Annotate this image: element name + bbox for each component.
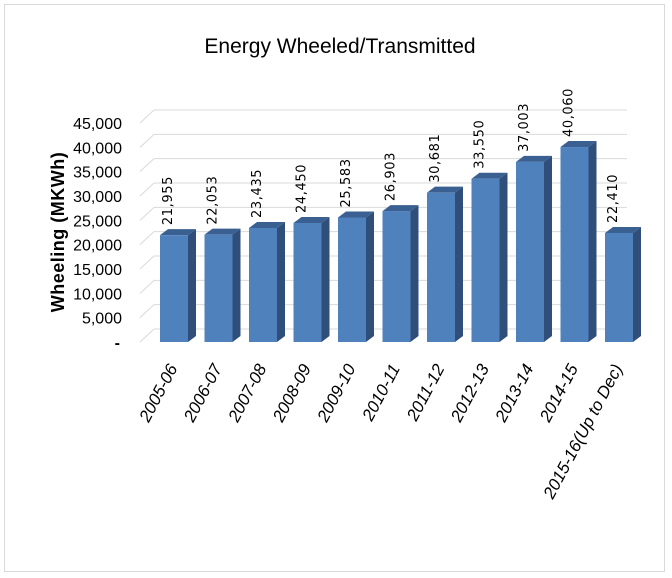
bar [560,141,597,342]
x-tick-label: 2009-10 [313,360,360,425]
bars [160,141,641,342]
bar [471,172,508,342]
bar [427,186,463,342]
bar-top [249,221,285,228]
y-tick-label: 35,000 [73,165,122,182]
x-tick-label: 2013-14 [491,361,538,426]
bar-side [321,217,330,342]
gridline-stub [139,158,155,173]
bar-side [544,155,552,342]
bar-front [293,223,322,342]
data-label: 21,955 [161,176,176,225]
bar-front [471,178,500,342]
y-tick-label: 45,000 [73,116,122,133]
bar-front [605,232,633,342]
bar-top [293,217,330,224]
bar-side [588,141,597,342]
y-tick-label: 30,000 [73,189,122,206]
bar-top [382,205,419,212]
y-tick-label: 10,000 [73,286,122,303]
y-axis-ticks: - 5,000 10,000 15,000 20,000 25,000 30,000 35,0… [73,116,122,352]
y-axis-label: Wheeling (MKWh) [48,152,68,312]
data-label: 22,410 [606,174,621,223]
bar [204,228,241,342]
x-tick-label: 2008-09 [268,360,315,425]
bar-front [382,211,411,342]
bar-side [366,211,374,342]
bar [249,221,285,342]
gridline-stub [139,206,155,221]
y-tick-label: 40,000 [73,140,122,157]
bar [516,155,552,342]
chart-title: Energy Wheeled/Transmitted [204,35,475,58]
x-tick-label: 2010-11 [358,361,404,425]
bar-side [633,226,641,342]
data-label: 40,060 [562,88,577,137]
bar [160,229,196,342]
bar [293,217,330,342]
bar-front [160,235,188,342]
bar-side [410,205,419,342]
bar-front [427,192,455,342]
x-tick-label: 2011-12 [403,360,449,424]
bar-top [471,172,508,179]
y-tick-label: - [115,335,120,352]
x-tick-label: 2005-06 [135,360,182,425]
x-tick-label: 2012-13 [446,360,493,425]
bar [382,205,419,342]
gridline-stub [139,133,155,148]
bar-front [516,161,544,342]
data-label: 33,550 [473,120,488,169]
data-label: 24,450 [295,164,310,213]
chart-frame [4,4,665,572]
data-label: 30,681 [428,134,443,183]
gridline-stub [139,109,155,124]
x-tick-label: 2007-08 [224,360,271,425]
bar-top [516,155,552,162]
gridline-stub [139,231,155,246]
gridline-stub [139,255,155,270]
gridline-stub [139,328,155,343]
bar-top [605,226,641,233]
bar-side [188,229,196,342]
bar-front [249,227,277,342]
x-tick-label: 2014-15 [535,360,582,425]
data-label: 23,435 [250,169,265,218]
bar-front [204,234,233,342]
data-labels: 21,955 22,053 23,435 24,450 25,583 26,903 30,6… [161,88,621,225]
gridline-stub [139,304,155,319]
y-tick-label: 20,000 [73,238,122,255]
data-label: 37,003 [517,103,532,152]
bar-front [560,147,589,342]
gridline-stub [139,182,155,197]
bar-side [277,221,285,342]
gridline-stub [139,279,155,294]
data-label: 26,903 [384,152,399,201]
bar-front [338,217,366,342]
bar-side [499,172,508,342]
x-tick-label: 2006-07 [179,360,226,425]
bar-side [232,228,241,342]
x-tick-label: 2015-16(Up to Dec) [539,361,626,503]
bar-top [560,141,597,148]
bar [338,211,374,342]
y-tick-label: 5,000 [82,311,122,328]
data-label: 22,053 [206,176,221,225]
y-tick-label: 15,000 [73,262,122,279]
bar-side [455,186,463,342]
data-label: 25,583 [339,158,354,207]
bar-top [160,229,196,236]
bar-top [427,186,463,193]
bar-top [204,228,241,235]
bar [605,226,641,342]
bar-top [338,211,374,218]
y-tick-label: 25,000 [73,213,122,230]
